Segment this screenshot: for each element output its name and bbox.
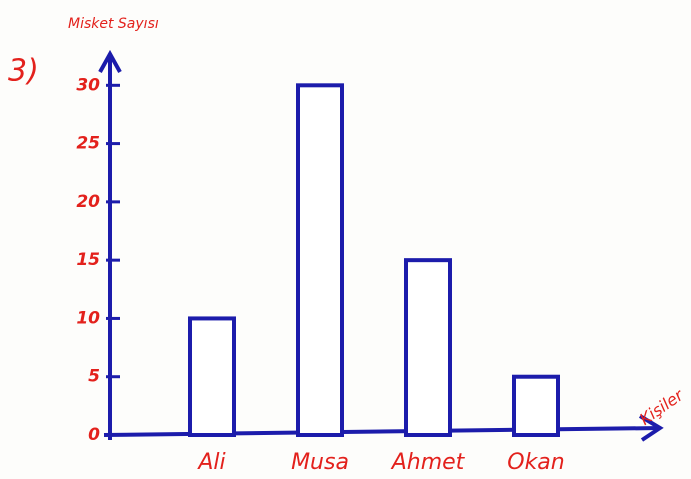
x-tick-label: Okan — [507, 450, 564, 475]
y-axis-arrow — [98, 49, 122, 73]
y-tick-label: 0 — [88, 425, 100, 445]
bar — [296, 83, 344, 437]
y-tick-label: 5 — [88, 367, 100, 387]
problem-number: 3) — [8, 54, 39, 89]
bar — [404, 258, 452, 437]
x-tick-label: Musa — [291, 450, 349, 475]
y-tick-label: 30 — [76, 75, 100, 95]
y-tick-label: 20 — [76, 192, 100, 212]
y-tick-label: 25 — [76, 134, 100, 154]
bar — [512, 374, 560, 437]
x-axis-arrow — [638, 414, 664, 442]
y-tick-label: 15 — [76, 250, 100, 270]
y-tick-label: 10 — [76, 308, 100, 328]
x-tick-label: Ali — [196, 450, 225, 475]
x-tick-label: Ahmet — [390, 450, 466, 475]
bar — [188, 316, 236, 437]
y-axis-label: Misket Sayısı — [68, 16, 159, 32]
